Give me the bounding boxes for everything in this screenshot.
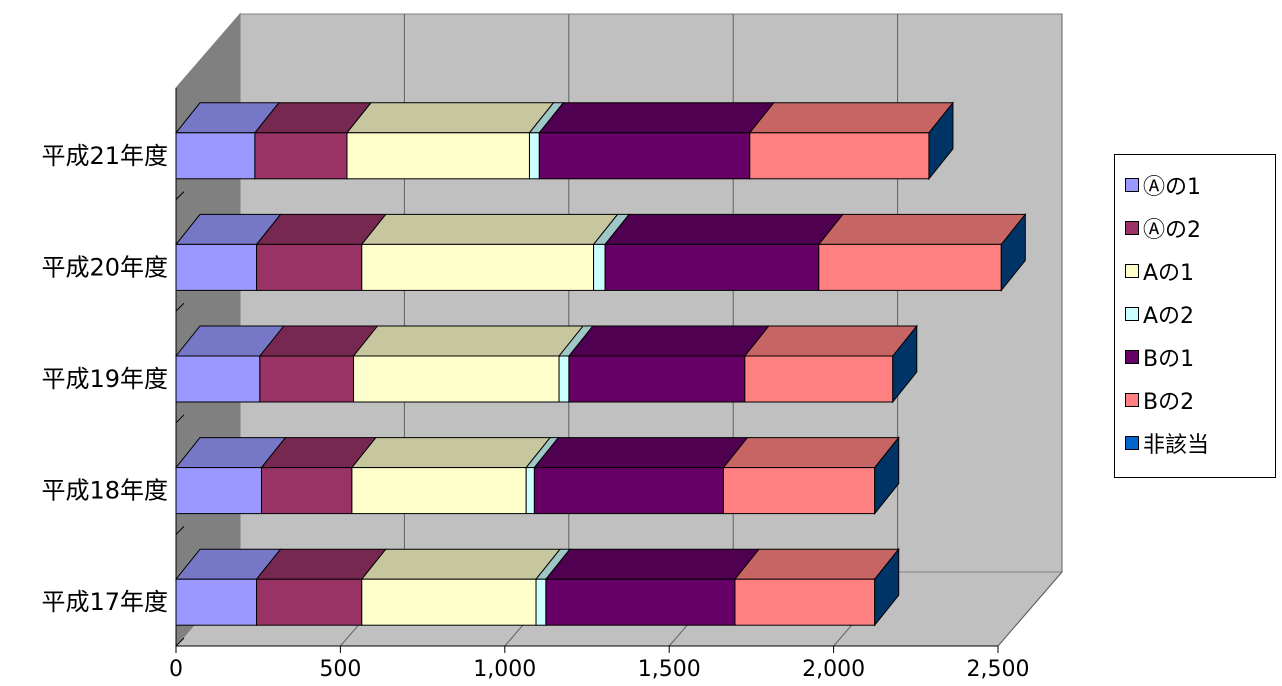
x-tick-label: 2,500 xyxy=(967,657,1030,682)
y-tick xyxy=(175,526,185,535)
bar-end xyxy=(892,324,918,404)
bar-top xyxy=(352,325,585,357)
bar-group xyxy=(174,436,900,516)
bar-segment xyxy=(175,132,256,180)
gridline-floor xyxy=(997,571,1063,647)
legend-label: Aの1 xyxy=(1143,261,1195,286)
legend-label: 非該当 xyxy=(1143,433,1210,458)
bar-group xyxy=(174,547,900,627)
x-tick-label: 2,000 xyxy=(802,657,865,682)
legend-swatch xyxy=(1125,307,1139,321)
legend-item: Aの1 xyxy=(1125,251,1194,291)
bar-top xyxy=(817,213,1027,245)
legend-item: Aの2 xyxy=(1125,294,1194,334)
x-tick-label: 500 xyxy=(319,657,361,682)
bar-segment xyxy=(558,355,570,403)
bar-segment xyxy=(175,355,261,403)
bar-top xyxy=(604,213,844,245)
chart-axis-ticks xyxy=(175,88,999,653)
bar-segment xyxy=(525,467,535,515)
y-category-label: 平成21年度 xyxy=(41,142,168,170)
bar-end xyxy=(874,547,900,627)
legend-item: Ⓐの2 xyxy=(1125,208,1201,248)
legend-swatch xyxy=(1125,221,1139,235)
bar-segment xyxy=(259,355,355,403)
bar-segment xyxy=(256,578,363,626)
x-axis-tick-labels: 0 500 1,000 1,500 2,000 2,500 xyxy=(169,657,1029,682)
legend-label: Ⓐの2 xyxy=(1143,218,1201,243)
legend-label: Ⓐの1 xyxy=(1143,175,1201,200)
x-tick-label: 0 xyxy=(169,657,183,682)
bar-end xyxy=(928,101,954,181)
bar-top xyxy=(350,437,552,469)
x-tick-label: 1,500 xyxy=(638,657,701,682)
bar-segment xyxy=(818,243,1002,291)
bar-segment xyxy=(254,132,348,180)
x-tick-label: 1,000 xyxy=(473,657,536,682)
y-tick xyxy=(175,302,185,312)
bar-top xyxy=(567,325,770,357)
bar-segment xyxy=(351,467,527,515)
bar-top xyxy=(360,548,562,580)
bar-segment xyxy=(175,467,262,515)
bar-segment xyxy=(175,578,258,626)
bar-top xyxy=(722,437,900,469)
legend-label: Aの2 xyxy=(1143,304,1195,329)
chart-bars xyxy=(174,101,1027,627)
bar-segment xyxy=(722,467,876,515)
bar-segment xyxy=(361,578,537,626)
chart-legend: Ⓐの1 Ⓐの2 Aの1 Aの2 Bの1 Bの2 非該当 xyxy=(1114,154,1276,478)
y-category-label: 平成18年度 xyxy=(41,477,168,505)
bar-segment xyxy=(593,243,606,291)
legend-swatch xyxy=(1125,264,1139,278)
bar-segment xyxy=(533,467,724,515)
y-category-label: 平成20年度 xyxy=(41,253,168,281)
bar-segment xyxy=(604,243,820,291)
bar-top xyxy=(538,102,775,134)
y-tick xyxy=(175,414,185,424)
legend-swatch xyxy=(1125,436,1139,450)
bar-segment xyxy=(528,132,540,180)
bar-segment xyxy=(353,355,560,403)
y-category-label: 平成19年度 xyxy=(41,365,168,393)
legend-swatch xyxy=(1125,178,1139,192)
bar-top xyxy=(544,548,761,580)
bar-segment xyxy=(744,355,894,403)
bar-segment xyxy=(260,467,353,515)
legend-item: Bの1 xyxy=(1125,337,1194,377)
legend-item: Ⓐの1 xyxy=(1125,165,1201,205)
y-category-label: 平成17年度 xyxy=(41,588,168,616)
legend-item: 非該当 xyxy=(1125,423,1209,463)
bar-group xyxy=(174,212,1027,292)
bar-end xyxy=(874,436,900,516)
legend-item: Bの2 xyxy=(1125,380,1194,420)
bar-segment xyxy=(256,243,363,291)
bar-segment xyxy=(346,132,530,180)
bar-end xyxy=(1000,212,1026,292)
bar-top xyxy=(748,102,954,134)
bar-segment xyxy=(734,578,876,626)
bar-segment xyxy=(361,243,595,291)
bar-top xyxy=(743,325,918,357)
legend-label: Bの1 xyxy=(1143,347,1195,372)
bar-group xyxy=(174,101,954,181)
bar-segment xyxy=(538,132,751,180)
legend-swatch xyxy=(1125,393,1139,407)
bar-segment xyxy=(535,578,547,626)
bar-group xyxy=(174,324,918,404)
bar-segment xyxy=(568,355,746,403)
legend-label: Bの2 xyxy=(1143,390,1195,415)
y-tick xyxy=(175,637,185,647)
bar-top xyxy=(733,548,900,580)
bar-top xyxy=(345,102,555,134)
legend-swatch xyxy=(1125,350,1139,364)
bar-top xyxy=(533,437,749,469)
bar-segment xyxy=(749,132,930,180)
bar-segment xyxy=(545,578,736,626)
bar-segment xyxy=(175,243,258,291)
bar-top xyxy=(360,213,619,245)
y-tick xyxy=(175,191,185,200)
